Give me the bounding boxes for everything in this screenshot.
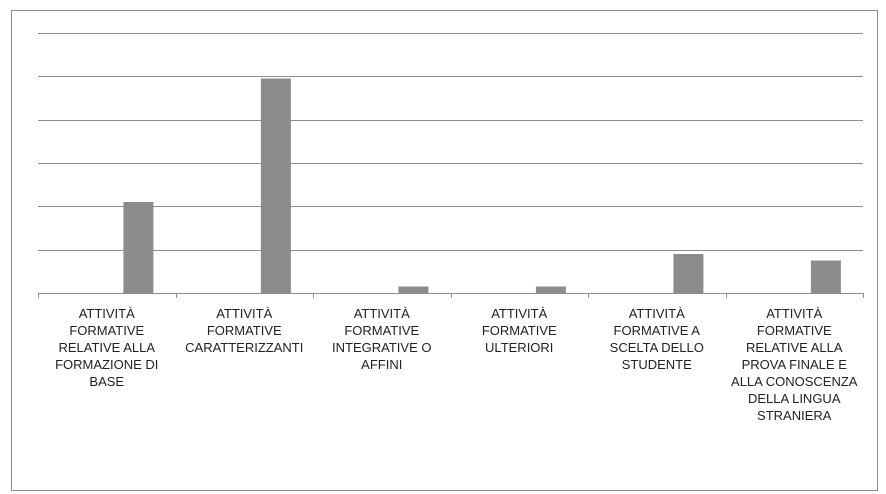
- x-tick-label: ATTIVITÀ FORMATIVE A SCELTA DELLO STUDEN…: [609, 306, 704, 372]
- bar: [673, 254, 704, 293]
- bar: [810, 260, 841, 293]
- x-tick-label: ATTIVITÀ FORMATIVE RELATIVE ALLA FORMAZI…: [55, 306, 159, 389]
- bar: [535, 286, 566, 293]
- x-tick-label: ATTIVITÀ FORMATIVE RELATIVE ALLA PROVA F…: [731, 306, 858, 423]
- x-tick-label: ATTIVITÀ FORMATIVE INTEGRATIVE O AFFINI: [332, 306, 432, 372]
- x-tick-label: ATTIVITÀ FORMATIVE ULTERIORI: [481, 306, 557, 355]
- x-tick-label: ATTIVITÀ FORMATIVE CARATTERIZZANTI: [185, 306, 304, 355]
- chart-frame: ATTIVITÀ FORMATIVE RELATIVE ALLA FORMAZI…: [11, 10, 878, 491]
- bar: [398, 286, 429, 293]
- bar-chart: [38, 33, 864, 298]
- bar: [260, 78, 291, 293]
- bar: [123, 202, 154, 293]
